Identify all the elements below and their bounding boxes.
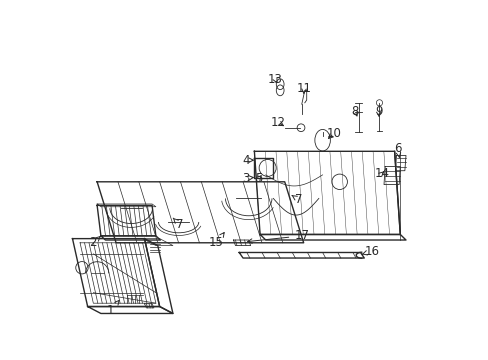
Text: 5: 5 <box>255 172 262 185</box>
Text: 16: 16 <box>362 244 379 258</box>
Text: 7: 7 <box>173 218 183 231</box>
Text: 7: 7 <box>291 193 302 206</box>
Text: 8: 8 <box>350 105 358 118</box>
Text: 2: 2 <box>89 236 100 249</box>
Text: 11: 11 <box>296 82 311 95</box>
Text: 9: 9 <box>374 105 382 118</box>
Text: 10: 10 <box>326 127 341 140</box>
Text: 3: 3 <box>242 172 253 185</box>
Text: 6: 6 <box>393 142 401 158</box>
Text: 1: 1 <box>106 300 119 317</box>
Text: 17: 17 <box>247 229 308 243</box>
Text: 4: 4 <box>242 154 253 167</box>
Text: 12: 12 <box>270 116 285 129</box>
Text: 13: 13 <box>267 73 282 86</box>
Text: 14: 14 <box>373 167 388 180</box>
Text: 15: 15 <box>209 233 224 249</box>
